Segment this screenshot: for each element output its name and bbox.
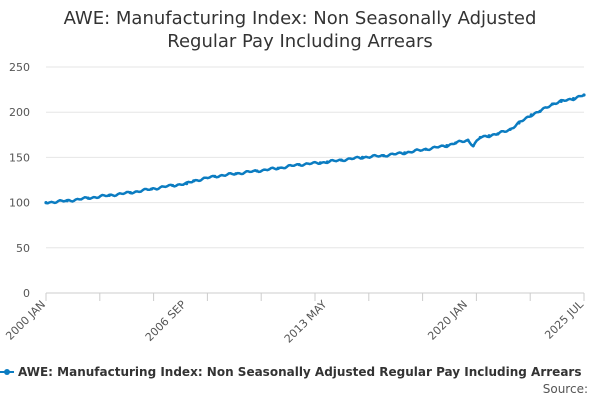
legend-swatch-marker bbox=[4, 369, 10, 375]
title-line-2: Regular Pay Including Arrears bbox=[167, 31, 433, 52]
data-point[interactable] bbox=[360, 155, 365, 159]
data-point[interactable] bbox=[571, 97, 576, 101]
data-point[interactable] bbox=[213, 174, 217, 178]
data-point[interactable] bbox=[478, 135, 482, 140]
data-point[interactable] bbox=[297, 163, 301, 167]
data-point[interactable] bbox=[381, 153, 386, 158]
data-point[interactable] bbox=[276, 166, 280, 170]
data-point[interactable] bbox=[508, 127, 512, 131]
y-tick-label: 250 bbox=[9, 61, 30, 74]
source-label: Source: bbox=[543, 382, 588, 396]
chart-title: AWE: Manufacturing Index: Non Seasonally… bbox=[64, 8, 537, 52]
data-point[interactable] bbox=[582, 93, 586, 97]
series-line[interactable] bbox=[44, 93, 586, 205]
x-tick-label: 2020 JAN bbox=[425, 298, 470, 343]
data-point[interactable] bbox=[424, 147, 428, 151]
data-point[interactable] bbox=[107, 193, 111, 197]
data-point[interactable] bbox=[403, 151, 407, 155]
x-tick-label: 2013 MAY bbox=[282, 298, 330, 346]
legend[interactable]: AWE: Manufacturing Index: Non Seasonally… bbox=[0, 365, 581, 379]
x-tick-label: 2000 JAN bbox=[3, 298, 48, 343]
y-tick-label: 50 bbox=[16, 242, 30, 255]
data-point[interactable] bbox=[318, 161, 322, 165]
y-tick-label: 150 bbox=[9, 151, 30, 164]
data-point[interactable] bbox=[325, 160, 329, 164]
data-point[interactable] bbox=[496, 132, 500, 136]
data-point[interactable] bbox=[86, 196, 90, 200]
data-point[interactable] bbox=[559, 99, 563, 103]
grid bbox=[46, 66, 584, 294]
title-line-1: AWE: Manufacturing Index: Non Seasonally… bbox=[64, 8, 537, 29]
data-point[interactable] bbox=[185, 182, 189, 186]
data-point[interactable] bbox=[170, 183, 175, 188]
data-point[interactable] bbox=[445, 144, 449, 148]
data-point[interactable] bbox=[234, 172, 238, 176]
data-point[interactable] bbox=[466, 138, 470, 142]
data-point[interactable] bbox=[65, 199, 69, 203]
data-point[interactable] bbox=[471, 144, 475, 148]
y-tick-label: 0 bbox=[23, 287, 30, 300]
data-point[interactable] bbox=[550, 102, 554, 106]
x-tick-label: 2006 SEP bbox=[143, 298, 189, 344]
data-point[interactable] bbox=[454, 141, 458, 145]
data-point[interactable] bbox=[487, 134, 491, 138]
y-tick-label: 200 bbox=[9, 106, 30, 119]
data-point[interactable] bbox=[255, 169, 259, 173]
data-point[interactable] bbox=[339, 158, 343, 162]
axes: 0 50 100 150 200 250 2000 JAN 2006 SEP 2013 MAY 2… bbox=[3, 61, 586, 346]
data-point[interactable] bbox=[517, 121, 521, 125]
data-point[interactable] bbox=[192, 179, 196, 183]
data-point[interactable] bbox=[538, 109, 542, 113]
series-layer bbox=[44, 93, 586, 205]
data-point[interactable] bbox=[149, 187, 154, 191]
data-point[interactable] bbox=[128, 191, 132, 195]
x-tick-label: 2025 JUL bbox=[542, 297, 586, 341]
y-tick-label: 100 bbox=[9, 197, 30, 210]
legend-label: AWE: Manufacturing Index: Non Seasonally… bbox=[18, 365, 581, 379]
data-point[interactable] bbox=[529, 113, 533, 117]
data-point[interactable] bbox=[44, 201, 48, 205]
